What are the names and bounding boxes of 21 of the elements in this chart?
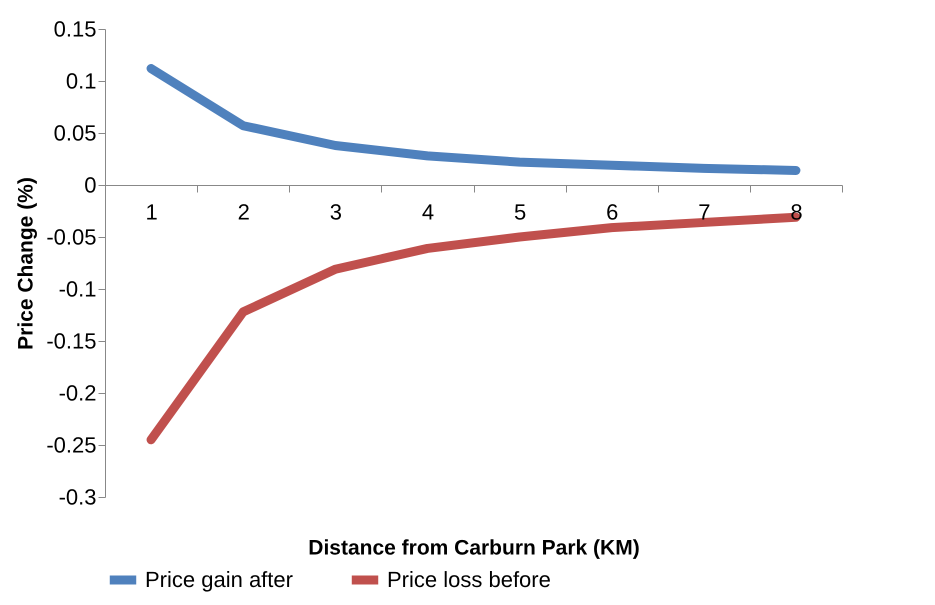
x-tick-label: 4 [422, 200, 434, 224]
x-tick-label: 5 [514, 200, 526, 224]
y-tick-label: 0.05 [54, 120, 96, 146]
x-tick-label: 3 [330, 200, 342, 224]
legend-label: Price loss before [387, 567, 551, 592]
x-axis-title: Distance from Carburn Park (KM) [308, 536, 640, 560]
x-tick-label: 7 [698, 200, 710, 224]
y-tick-label: -0.25 [46, 432, 96, 458]
x-tick-label: 6 [606, 200, 618, 224]
y-tick-label: -0.15 [46, 328, 96, 354]
y-tick-label: -0.3 [58, 484, 96, 510]
y-axis-title: Price Change (%) [14, 177, 38, 350]
legend-label: Price gain after [145, 567, 293, 592]
y-tick-label: 0 [84, 172, 96, 198]
x-tick-label: 2 [238, 200, 250, 224]
y-tick-label: 0.1 [66, 68, 96, 94]
y-tick-label: -0.2 [58, 380, 96, 406]
y-tick-label: -0.1 [58, 276, 96, 302]
x-tick-label: 1 [145, 200, 158, 224]
y-tick-label: 0.15 [54, 16, 96, 42]
y-tick-label: -0.05 [46, 224, 96, 250]
